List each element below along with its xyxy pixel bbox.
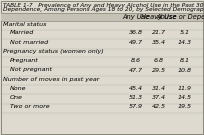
Text: 37.4: 37.4 bbox=[152, 95, 166, 100]
Text: Number of moves in past year: Number of moves in past year bbox=[3, 77, 99, 82]
Bar bbox=[1, 13, 203, 21]
Text: 51.3: 51.3 bbox=[129, 95, 143, 100]
Text: One: One bbox=[10, 95, 23, 100]
Text: 49.7: 49.7 bbox=[129, 40, 143, 45]
Text: 11.9: 11.9 bbox=[178, 85, 192, 90]
Text: Two or more: Two or more bbox=[10, 104, 50, 109]
Text: Heavy Use: Heavy Use bbox=[141, 14, 177, 20]
Text: Pregnancy status (women only): Pregnancy status (women only) bbox=[3, 50, 104, 55]
Text: 29.5: 29.5 bbox=[152, 68, 166, 72]
Text: 45.4: 45.4 bbox=[129, 85, 143, 90]
Text: 6.8: 6.8 bbox=[154, 58, 164, 63]
Text: Dependence, Among Persons Ages 18 to 20, by Selected Demographic Variables: Dependence, Among Persons Ages 18 to 20,… bbox=[3, 6, 204, 11]
Text: 14.5: 14.5 bbox=[178, 95, 192, 100]
Text: TABLE 1-7   Prevalence of Any and Heavy Alcohol Use in the Past 30 Days, and Alc: TABLE 1-7 Prevalence of Any and Heavy Al… bbox=[3, 3, 204, 8]
Text: 14.3: 14.3 bbox=[178, 40, 192, 45]
Text: 5.1: 5.1 bbox=[180, 31, 190, 36]
Text: 42.5: 42.5 bbox=[152, 104, 166, 109]
Text: Not pregnant: Not pregnant bbox=[10, 68, 52, 72]
Text: 57.9: 57.9 bbox=[129, 104, 143, 109]
Text: Not married: Not married bbox=[10, 40, 48, 45]
Text: 8.1: 8.1 bbox=[180, 58, 190, 63]
Text: Marital status: Marital status bbox=[3, 22, 47, 27]
Text: Pregnant: Pregnant bbox=[10, 58, 39, 63]
Text: Any Use: Any Use bbox=[122, 14, 150, 20]
Text: 19.5: 19.5 bbox=[178, 104, 192, 109]
Text: 8.6: 8.6 bbox=[131, 58, 141, 63]
Text: 36.8: 36.8 bbox=[129, 31, 143, 36]
Text: 10.8: 10.8 bbox=[178, 68, 192, 72]
Text: 47.7: 47.7 bbox=[129, 68, 143, 72]
Text: Abuse or Depend: Abuse or Depend bbox=[156, 14, 204, 20]
Text: None: None bbox=[10, 85, 27, 90]
Text: Married: Married bbox=[10, 31, 34, 36]
Text: 35.4: 35.4 bbox=[152, 40, 166, 45]
Text: 31.4: 31.4 bbox=[152, 85, 166, 90]
Text: 21.7: 21.7 bbox=[152, 31, 166, 36]
